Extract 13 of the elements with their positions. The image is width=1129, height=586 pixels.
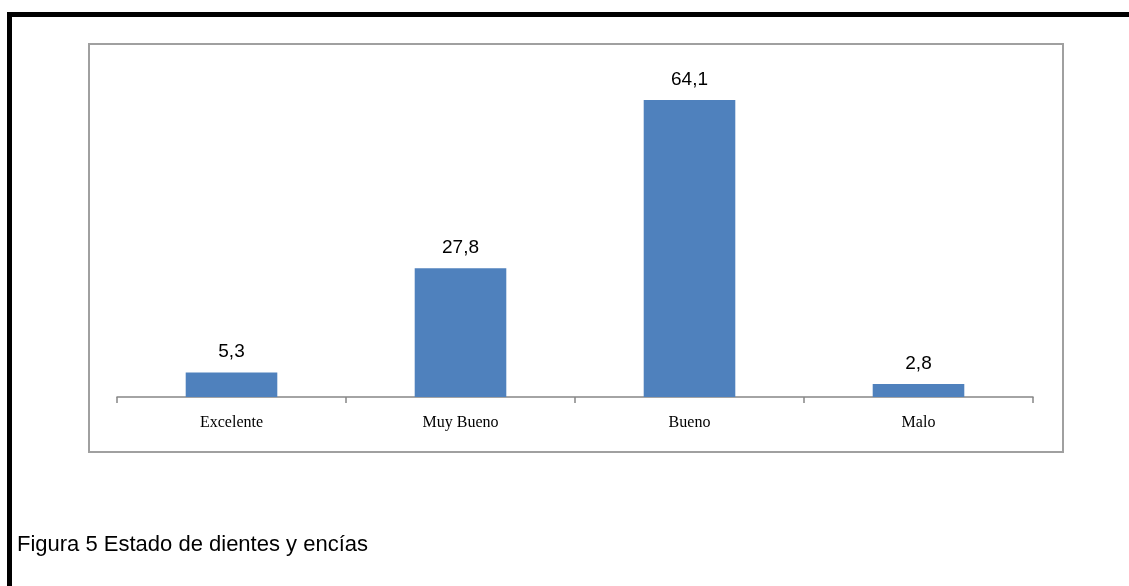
data-label: 5,3	[218, 340, 245, 362]
data-label: 2,8	[905, 352, 932, 374]
bar	[414, 268, 507, 397]
bar	[872, 384, 965, 397]
bar	[643, 100, 736, 397]
bar	[185, 372, 278, 397]
data-label: 64,1	[671, 68, 708, 89]
text: Figura 5 Estado de dientes y encías	[17, 530, 368, 556]
x-tick-label: Bueno	[668, 412, 711, 430]
x-tick-label: Muy Bueno	[422, 412, 499, 431]
x-tick-label: Excelente	[199, 412, 264, 430]
data-label: 27,8	[442, 236, 479, 258]
x-tick-label: Malo	[901, 412, 936, 430]
